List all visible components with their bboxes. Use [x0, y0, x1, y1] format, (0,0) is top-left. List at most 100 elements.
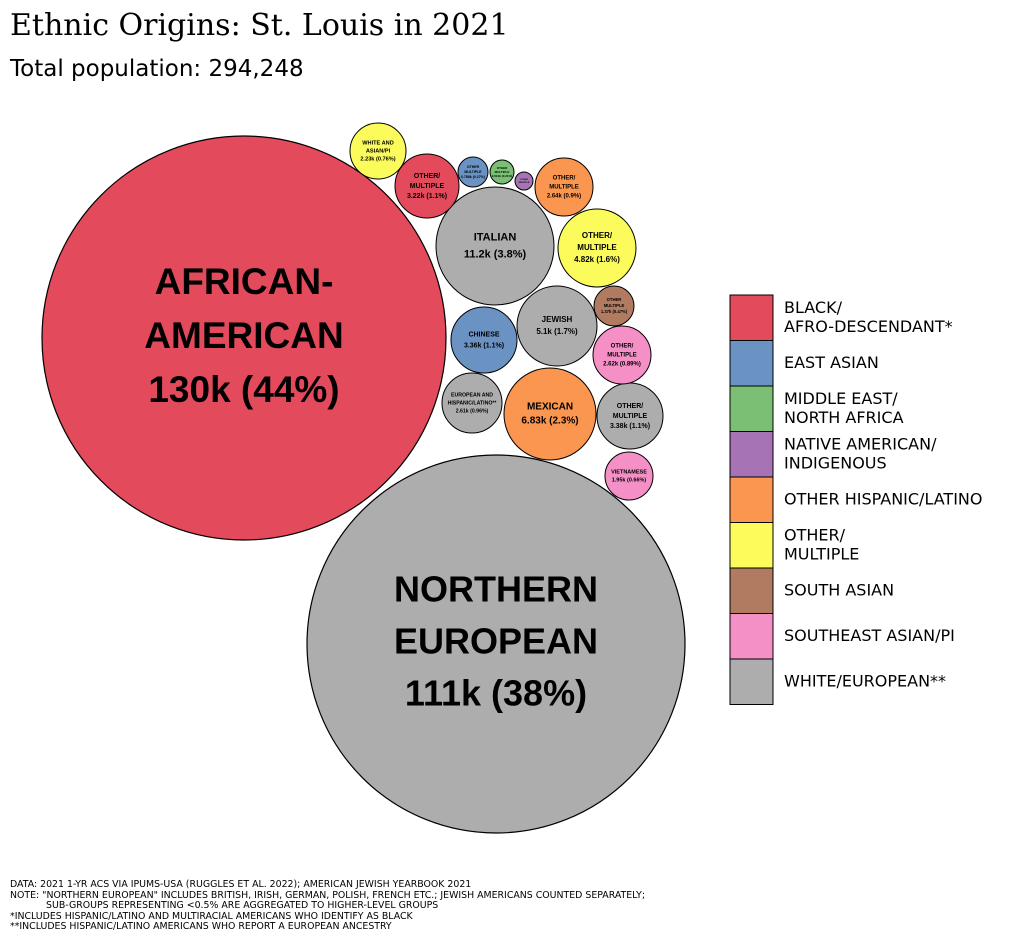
- bubble-label: OTHER: [607, 297, 622, 302]
- bubble-label: MULTIPLE: [577, 243, 617, 252]
- bubble-label: 3.36k (1.1%): [464, 342, 504, 349]
- legend-item: SOUTHEAST ASIAN/PI: [729, 613, 955, 660]
- legend-label: AFRO-DESCENDANT*: [784, 317, 953, 336]
- legend-swatch: [729, 340, 774, 387]
- bubble-6: CHINESE 3.36k (1.1%): [450, 306, 518, 374]
- bubble-circle: [306, 454, 686, 834]
- bubble-label: 1.37k (0.47%): [601, 309, 628, 314]
- bubble-label: 3.22k (1.1%): [407, 193, 447, 200]
- legend-item: EAST ASIAN: [729, 340, 879, 387]
- legend-swatch: [729, 476, 774, 523]
- chart-subtitle: Total population: 294,248: [10, 56, 304, 82]
- bubble-label: 2.62k (0.89%): [603, 362, 641, 368]
- bubble-9: EUROPEAN AND HISPANIC/LATINO** 2.61k (0.96…: [441, 372, 503, 434]
- bubble-label: MULTIPLE: [604, 303, 625, 308]
- bubble-circle: [441, 372, 503, 434]
- bubble-label: EUROPEAN AND: [451, 392, 493, 398]
- bubble-10: OTHER/MULTIPLE 2.64k (0.9%): [534, 157, 594, 217]
- bubble-label: OTHER/: [414, 173, 441, 180]
- bubble-2: ITALIAN 11.2k (3.8%): [435, 186, 555, 306]
- bubble-label: OTHER/: [611, 344, 634, 350]
- bubble-circle: [557, 208, 637, 288]
- legend-swatch: [729, 385, 774, 432]
- legend-label: MIDDLE EAST/: [784, 389, 898, 408]
- bubble-label: AMERICAN: [144, 315, 343, 356]
- bubble-label: 6.83k (2.3%): [521, 416, 578, 427]
- legend-swatch: [729, 522, 774, 569]
- note-line-data: DATA: 2021 1-YR ACS VIA IPUMS-USA (RUGGL…: [10, 879, 472, 890]
- bubble-8: OTHER/MULTIPLE 3.22k (1.1%): [394, 153, 460, 219]
- bubble-3: MEXICAN 6.83k (2.3%): [503, 367, 597, 461]
- legend-label: SOUTHEAST ASIAN/PI: [784, 626, 955, 645]
- bubble-label: MEXICAN: [527, 402, 573, 413]
- legend-swatch: [729, 613, 774, 660]
- note-line-northern: NOTE: "NORTHERN EUROPEAN" INCLUDES BRITI…: [10, 889, 646, 901]
- bubble-label: 0.788k (0.27%): [461, 175, 485, 179]
- legend-item: OTHER HISPANIC/LATINO: [729, 476, 982, 523]
- chart-title: Ethnic Origins: St. Louis in 2021: [10, 8, 509, 43]
- bubble-circle: [41, 135, 447, 541]
- legend-item: BLACK/AFRO-DESCENDANT*: [729, 294, 953, 341]
- bubble-label: 5.1k (1.7%): [536, 327, 578, 336]
- legend: BLACK/AFRO-DESCENDANT* EAST ASIAN MIDDLE E…: [729, 294, 982, 705]
- bubble-label: OTHER/: [617, 403, 644, 410]
- bubble-circle: [349, 122, 407, 180]
- bubble-12: WHITE AND ASIAN/PI 2.23k (0.76%): [349, 122, 407, 180]
- bubble-label: OTHER/: [553, 176, 576, 182]
- bubble-label: JEWISH: [542, 315, 573, 324]
- legend-label: WHITE/EUROPEAN**: [784, 671, 946, 690]
- legend-label: EAST ASIAN: [784, 353, 879, 372]
- bubble-label: CHINESE: [468, 331, 499, 338]
- bubble-circle: [516, 285, 598, 367]
- bubble-label: AFRICAN-: [155, 261, 334, 302]
- bubble-label: OTHER: [520, 179, 528, 181]
- bubble-label: MULTIPLE: [495, 170, 510, 174]
- bubble-label: ASIAN/PI: [366, 148, 391, 154]
- legend-item: SOUTH ASIAN: [729, 567, 894, 614]
- legend-swatch: [729, 294, 774, 341]
- bubble-label: NORTHERN: [394, 569, 598, 610]
- bubble-label: OTHER: [467, 165, 480, 169]
- legend-label: SOUTH ASIAN: [784, 580, 894, 599]
- legend-item: WHITE/EUROPEAN**: [729, 658, 946, 705]
- bubble-circle: [604, 451, 654, 501]
- bubble-circle: [593, 285, 635, 327]
- bubble-circle: [503, 367, 597, 461]
- bubble-label: VIETNAMESE: [611, 469, 647, 475]
- legend-swatch: [729, 658, 774, 705]
- bubble-label: 1.95k (0.66%): [612, 477, 647, 483]
- legend-item: MIDDLE EAST/NORTH AFRICA: [729, 385, 904, 432]
- bubble-label: OTHER/: [582, 231, 613, 240]
- bubble-4: JEWISH 5.1k (1.7%): [516, 285, 598, 367]
- bubble-label: MULTIPLE: [607, 353, 637, 359]
- bubble-circle: [435, 186, 555, 306]
- bubble-label: 2.64k (0.9%): [547, 194, 581, 200]
- bubble-circle: [534, 157, 594, 217]
- legend-swatch: [729, 567, 774, 614]
- bubble-circle: [394, 153, 460, 219]
- bubble-0: AFRICAN- AMERICAN 130k (44%): [41, 135, 447, 541]
- bubble-circle: [489, 159, 515, 185]
- legend-item: OTHER/MULTIPLE: [729, 522, 859, 569]
- bubble-label: MULTIPLE: [410, 183, 445, 190]
- legend-item: NATIVE AMERICAN/INDIGENOUS: [729, 431, 937, 478]
- bubble-label: 4.82k (1.6%): [574, 255, 620, 264]
- note-line-white: **INCLUDES HISPANIC/LATINO AMERICANS WHO…: [10, 921, 392, 933]
- bubbles-layer: AFRICAN- AMERICAN 130k (44%) NORTHERN EUROPE…: [41, 122, 686, 834]
- legend-label: BLACK/: [784, 298, 843, 317]
- legend-label: OTHER/: [784, 525, 846, 544]
- bubble-label: 3.38k (1.1%): [610, 423, 650, 430]
- bubble-7: OTHER/MULTIPLE 3.38k (1.1%): [596, 382, 664, 450]
- bubble-circle: [457, 156, 489, 188]
- legend-label: MULTIPLE: [784, 544, 859, 563]
- bubble-label: HISPANIC/LATINO**: [448, 400, 498, 406]
- bubble-circle: [514, 171, 534, 191]
- bubble-label: OTHER: [497, 166, 508, 170]
- note-line-subgroups: SUB-GROUPS REPRESENTING <0.5% ARE AGGREG…: [46, 900, 439, 912]
- bubble-label: 2.23k (0.76%): [360, 156, 395, 162]
- bubble-5: OTHER/MULTIPLE 4.82k (1.6%): [557, 208, 637, 288]
